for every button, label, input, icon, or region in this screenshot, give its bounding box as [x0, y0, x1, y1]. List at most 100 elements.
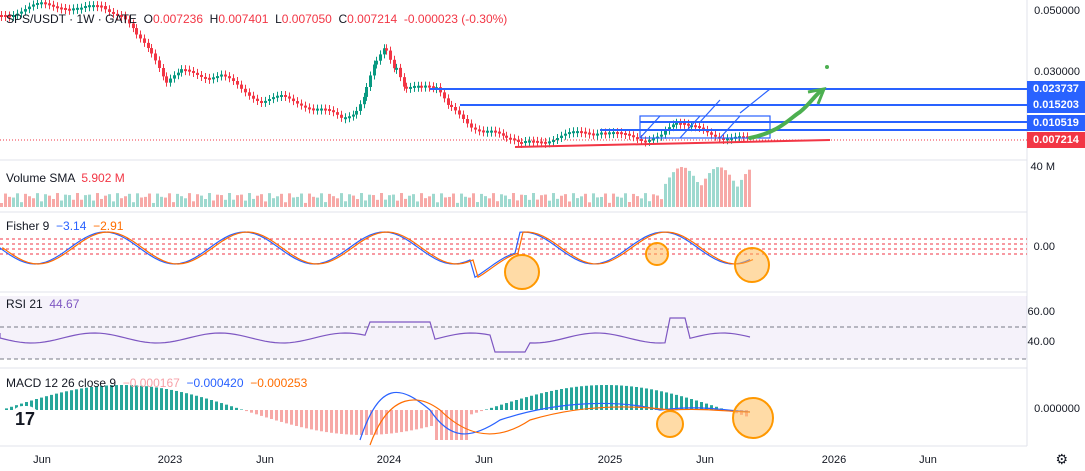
- fisher-legend[interactable]: Fisher 9 −3.14 −2.91: [6, 219, 123, 233]
- candle-body: [393, 59, 396, 69]
- candle-body: [4, 15, 7, 17]
- candle-body: [108, 9, 111, 12]
- candle-body: [482, 130, 485, 133]
- candle-body: [169, 78, 172, 83]
- volume-bar: [268, 193, 271, 207]
- macd-histogram-bar: [160, 388, 163, 410]
- highlight-circle: [732, 397, 774, 439]
- volume-bar: [676, 168, 679, 207]
- candle-body: [628, 133, 631, 136]
- volume-bar: [692, 175, 695, 207]
- volume-bar: [744, 174, 747, 207]
- volume-bar: [572, 193, 575, 207]
- time-label-2024: 2024: [376, 454, 402, 466]
- volume-bar: [132, 202, 135, 207]
- candle-body: [474, 127, 477, 130]
- volume-bar: [588, 202, 591, 207]
- macd-histogram-bar: [525, 397, 528, 410]
- volume-bar: [664, 183, 667, 207]
- tradingview-logo-icon[interactable]: 17: [10, 406, 40, 432]
- target-dot: [825, 65, 829, 69]
- macd-label: MACD 12 26 close 9: [6, 376, 117, 390]
- fisher-axis-tick: 0.00: [1033, 241, 1055, 253]
- macd-histogram-bar: [200, 397, 203, 410]
- macd-legend[interactable]: MACD 12 26 close 9 −0.000167 −0.000420 −…: [6, 376, 307, 390]
- macd-histogram-bar: [250, 410, 253, 413]
- macd-histogram-bar: [300, 410, 303, 428]
- candle-body: [352, 114, 355, 117]
- volume-bar: [536, 199, 539, 207]
- candle-body: [702, 127, 705, 130]
- candle-body: [256, 98, 259, 101]
- price-tag-current: 0.007214: [1027, 132, 1085, 148]
- candle-body: [296, 101, 299, 104]
- volume-bar: [548, 200, 551, 207]
- volume-bar: [612, 193, 615, 207]
- volume-bar: [420, 193, 423, 207]
- rsi-axis-tick-40: 40.00: [1027, 336, 1055, 348]
- macd-histogram-bar: [340, 410, 343, 434]
- candle-body: [284, 95, 287, 98]
- volume-bar: [608, 202, 611, 207]
- channel-line: [699, 99, 721, 123]
- candle-body: [20, 11, 23, 14]
- volume-bar: [180, 196, 183, 207]
- candle-body: [84, 6, 87, 9]
- macd-histogram-bar: [310, 410, 313, 430]
- volume-bar: [20, 202, 23, 207]
- candle-body: [162, 68, 165, 77]
- volume-bar: [208, 193, 211, 207]
- macd-histogram-bar: [505, 403, 508, 410]
- fisher-value-2: −2.91: [93, 219, 124, 233]
- candle-body: [344, 117, 347, 120]
- macd-histogram-bar: [280, 410, 283, 422]
- volume-bar: [280, 193, 283, 207]
- volume-bar: [276, 196, 279, 207]
- volume-bar: [220, 195, 223, 207]
- volume-bar: [232, 199, 235, 207]
- candle-body: [742, 136, 745, 139]
- candle-body: [592, 133, 595, 136]
- price-tag-2: 0.015203: [1027, 97, 1085, 113]
- macd-histogram-bar: [390, 410, 393, 434]
- gear-icon[interactable]: ⚙: [1055, 451, 1068, 467]
- candle-body: [355, 110, 358, 115]
- macd-histogram-bar: [210, 399, 213, 410]
- volume-bar: [332, 196, 335, 207]
- volume-legend[interactable]: Volume SMA 5.902 M: [6, 171, 125, 185]
- candle-body: [687, 123, 690, 126]
- volume-bar: [544, 194, 547, 207]
- volume-bar: [408, 195, 411, 207]
- candle-body: [16, 13, 19, 16]
- macd-histogram-bar: [715, 406, 718, 410]
- candle-body: [714, 134, 717, 137]
- symbol-legend[interactable]: SPS/USDT · 1W · GATE O0.007236 H0.007401…: [6, 12, 508, 26]
- volume-bar: [512, 193, 515, 207]
- candle-body: [389, 50, 392, 60]
- candle-body: [96, 5, 99, 8]
- rsi-legend[interactable]: RSI 21 44.67: [6, 297, 79, 311]
- macd-histogram-bar: [290, 410, 293, 425]
- candle-body: [532, 140, 535, 143]
- macd-histogram-bar: [425, 410, 428, 428]
- volume-bar: [660, 199, 663, 207]
- volume-bar: [160, 196, 163, 207]
- candle-body: [624, 133, 627, 136]
- macd-histogram-bar: [435, 410, 438, 440]
- candle-body: [730, 137, 733, 140]
- volume-bar: [560, 195, 563, 207]
- volume-bar: [8, 196, 11, 207]
- macd-histogram-bar: [680, 396, 683, 410]
- macd-histogram-bar: [500, 404, 503, 410]
- macd-histogram-bar: [35, 399, 38, 410]
- macd-value-2: −0.000420: [186, 376, 244, 390]
- candle-body: [154, 53, 157, 61]
- channel-box: [639, 115, 771, 139]
- volume-bar: [368, 194, 371, 207]
- volume-bar: [520, 194, 523, 207]
- volume-bar: [696, 181, 699, 207]
- time-label-jun-2026: Jun: [919, 454, 937, 466]
- volume-bar: [516, 200, 519, 207]
- time-label-jun-2024: Jun: [475, 454, 493, 466]
